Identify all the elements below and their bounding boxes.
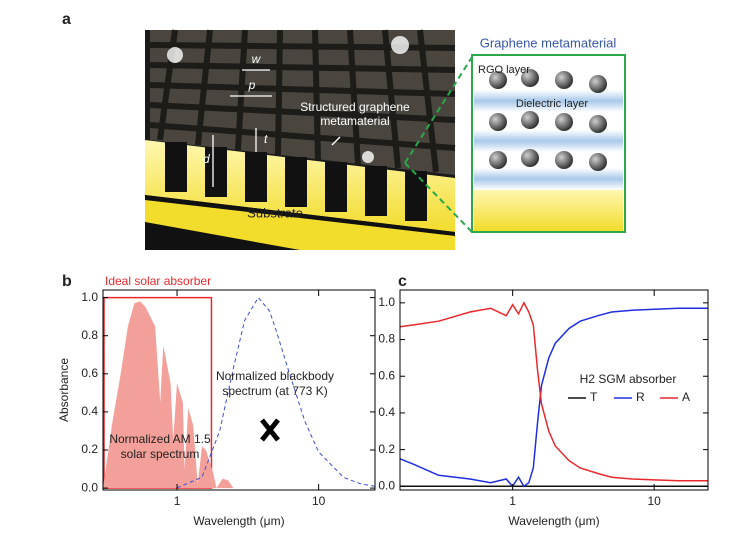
y-tick-label: 1.0 bbox=[378, 295, 395, 309]
illustration bbox=[145, 29, 626, 250]
annotation: solar spectrum bbox=[121, 447, 200, 461]
label-p: p bbox=[248, 78, 256, 92]
y-tick-label: 0.6 bbox=[378, 368, 395, 382]
line bbox=[176, 296, 376, 489]
legend-label: T bbox=[590, 390, 598, 404]
annotation: Normalized AM 1.5 bbox=[109, 432, 211, 446]
y-tick-label: 0.8 bbox=[378, 332, 395, 346]
area bbox=[103, 301, 234, 489]
label-t: t bbox=[264, 132, 268, 146]
y-tick-label: 0.2 bbox=[81, 442, 98, 456]
annotation: Ideal solar absorber bbox=[105, 274, 211, 288]
panel-label: c bbox=[398, 273, 407, 290]
line bbox=[399, 301, 708, 482]
label-structured: metamaterial bbox=[320, 114, 389, 128]
inset-title: Graphene metamaterial bbox=[480, 35, 617, 50]
panel-label: a bbox=[62, 11, 71, 28]
y-tick-label: 0.8 bbox=[81, 328, 98, 342]
legend-label: A bbox=[682, 390, 690, 404]
y-tick-label: 0.2 bbox=[378, 442, 395, 456]
plot-frame bbox=[399, 289, 709, 491]
x-axis-label: Wavelength (μm) bbox=[508, 514, 599, 528]
y-axis-label: Absorbance bbox=[57, 358, 71, 422]
cross-mark bbox=[260, 418, 280, 442]
label-dielectric: Dielectric layer bbox=[516, 98, 588, 110]
x-tick-label: 1 bbox=[174, 494, 181, 508]
label-d: d bbox=[203, 152, 210, 166]
label-structured: Structured graphene bbox=[300, 100, 410, 114]
label-rgo: RGO layer bbox=[478, 64, 530, 76]
y-tick-label: 1.0 bbox=[81, 290, 98, 304]
label-w: w bbox=[252, 52, 262, 66]
plot-frame bbox=[102, 289, 376, 491]
panel-label: b bbox=[62, 273, 72, 290]
y-tick-label: 0.4 bbox=[81, 404, 98, 418]
x-tick-label: 1 bbox=[509, 494, 516, 508]
annotation: spectrum (at 773 K) bbox=[222, 384, 327, 398]
x-axis-label: Wavelength (μm) bbox=[193, 514, 284, 528]
line bbox=[399, 307, 708, 488]
y-tick-label: 0.0 bbox=[378, 479, 395, 493]
annotation: Normalized blackbody bbox=[216, 369, 334, 383]
x-tick-label: 10 bbox=[312, 494, 326, 508]
y-tick-label: 0.4 bbox=[378, 405, 395, 419]
label-substrate: Substrate bbox=[247, 205, 303, 220]
x-tick-label: 10 bbox=[648, 494, 662, 508]
legend-label: R bbox=[636, 390, 645, 404]
legend-title: H2 SGM absorber bbox=[580, 372, 677, 386]
y-tick-label: 0.6 bbox=[81, 366, 98, 380]
y-tick-label: 0.0 bbox=[81, 480, 98, 494]
